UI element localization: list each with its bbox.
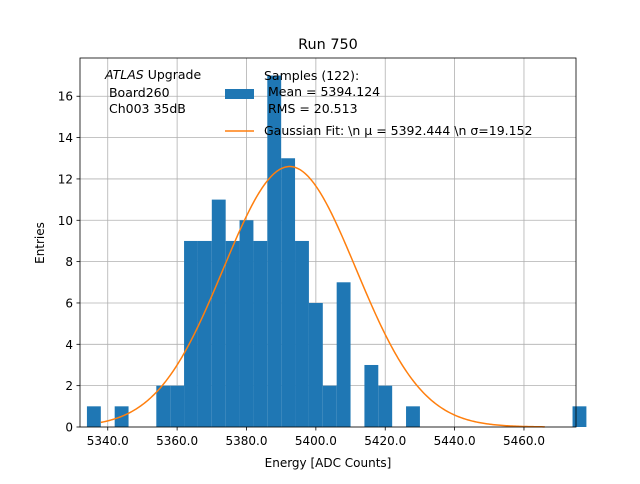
histogram-bar — [225, 240, 240, 427]
histogram-bar — [281, 158, 296, 427]
y-tick-label: 14 — [58, 131, 73, 145]
histogram-bar — [322, 385, 337, 427]
board-label: Board260 — [105, 85, 170, 100]
histogram-bar — [295, 240, 309, 427]
histogram-bar — [364, 364, 379, 427]
y-tick-label: 12 — [58, 172, 73, 186]
histogram-bar — [308, 302, 323, 427]
histogram-bar — [406, 406, 420, 427]
histogram-bar — [267, 75, 282, 428]
x-tick-label: 5340.0 — [87, 434, 129, 448]
y-axis-label: Entries — [33, 222, 47, 264]
y-tick-label: 6 — [65, 296, 73, 310]
histogram-bar — [239, 220, 254, 427]
histogram-bar — [184, 240, 198, 427]
x-tick-label: 5380.0 — [225, 434, 267, 448]
x-tick-label: 5360.0 — [156, 434, 198, 448]
histogram-bars — [86, 75, 587, 428]
histogram-bar — [197, 240, 212, 427]
x-tick-label: 5460.0 — [503, 434, 545, 448]
histogram-bar — [253, 240, 268, 427]
histogram-bar — [170, 385, 185, 427]
plot-frame — [79, 57, 577, 428]
x-axis-ticks: 5340.0 5360.0 5380.0 5400.0 5420.0 5440.0 5460… — [87, 427, 545, 448]
legend: Samples (122): Mean = 5394.124 RMS = 20.… — [225, 68, 533, 138]
legend-fit-label: Gaussian Fit: \n μ = 5392.444 \n σ=19.15… — [264, 123, 533, 138]
gaussian-fit-layer — [100, 165, 545, 428]
y-axis-ticks: 0 2 4 6 8 10 12 14 16 — [58, 90, 80, 435]
histogram-bar — [572, 406, 587, 427]
x-tick-label: 5440.0 — [434, 434, 476, 448]
svg-text:ATLAS Upgrade: ATLAS Upgrade — [104, 67, 201, 82]
y-tick-label: 8 — [65, 255, 73, 269]
gaussian-fit-line — [100, 165, 545, 428]
histogram-bar — [211, 199, 226, 427]
channel-label: Ch003 35dB — [105, 101, 186, 116]
chart-title: Run 750 — [298, 37, 358, 53]
legend-histogram-label: Samples (122): Mean = 5394.124 RMS = 20.… — [264, 68, 380, 116]
x-tick-label: 5420.0 — [364, 434, 406, 448]
histogram-bar — [378, 385, 393, 427]
histogram-bar — [156, 385, 171, 427]
histogram-bar — [336, 282, 351, 427]
atlas-annotation: ATLAS Upgrade Board260 Ch003 35dB — [104, 67, 201, 116]
y-tick-label: 4 — [65, 338, 73, 352]
y-tick-label: 10 — [58, 214, 73, 228]
y-tick-label: 0 — [65, 421, 73, 435]
y-tick-label: 16 — [58, 90, 73, 104]
upgrade-label: Upgrade — [144, 67, 202, 82]
legend-histogram-swatch — [225, 89, 254, 99]
x-axis-label: Energy [ADC Counts] — [265, 456, 392, 470]
histogram-bar — [86, 406, 101, 427]
x-tick-label: 5400.0 — [295, 434, 337, 448]
y-tick-label: 2 — [65, 379, 73, 393]
atlas-label: ATLAS — [104, 67, 144, 82]
